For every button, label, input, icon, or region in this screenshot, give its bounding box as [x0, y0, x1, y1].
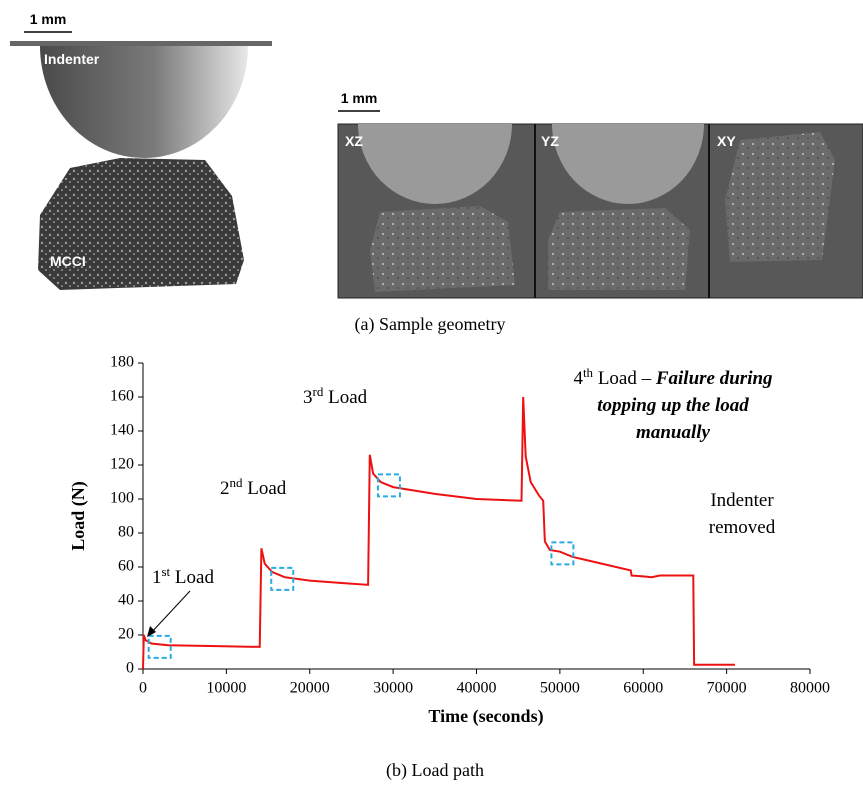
x-tick-label: 40000 — [457, 680, 497, 697]
scale-label: 1 mm — [30, 11, 67, 27]
x-axis-title: Time (seconds) — [428, 706, 543, 727]
annotation: 4th Load – Failure during — [573, 365, 772, 390]
annotation: 1st Load — [152, 564, 214, 589]
x-tick-label: 80000 — [790, 680, 830, 697]
annotation-part: Indenter — [710, 490, 774, 511]
annotation: removed — [709, 517, 776, 538]
annotation-part: rd — [313, 384, 324, 399]
view-label: XY — [717, 133, 736, 149]
annotation-part: Failure during — [655, 368, 773, 389]
sample-slice — [725, 132, 835, 262]
scale-label: 1 mm — [341, 90, 378, 106]
annotation-part: Load — [170, 567, 214, 588]
caption: (a) Sample geometry — [355, 314, 506, 335]
annotation: 3rd Load — [303, 384, 368, 409]
view-label: YZ — [541, 133, 559, 149]
view-label: XZ — [345, 133, 363, 149]
annotation-part: 4 — [573, 368, 583, 389]
x-tick-label: 20000 — [290, 680, 330, 697]
figure: 1 mm Indenter MCCI 1 mm XZ YZ XY (a) Sam… — [0, 0, 863, 785]
highlight-box — [149, 636, 171, 658]
annotation-part: Load – — [593, 368, 656, 389]
indenter-plate — [10, 41, 272, 46]
x-tick-label: 60000 — [623, 680, 663, 697]
annotation: manually — [636, 422, 710, 443]
y-tick-label: 120 — [110, 456, 134, 473]
y-axis-title: Load (N) — [68, 481, 89, 551]
annotation-part: nd — [230, 475, 244, 490]
caption: (b) Load path — [386, 760, 484, 781]
y-tick-label: 80 — [118, 524, 134, 541]
sample-label: MCCI — [50, 253, 86, 269]
y-tick-label: 0 — [126, 660, 134, 677]
y-tick-label: 100 — [110, 490, 134, 507]
sample-slice — [548, 208, 690, 290]
sample-slice — [370, 206, 515, 292]
y-tick-label: 160 — [110, 388, 134, 405]
annotation-part: manually — [636, 422, 710, 443]
sample — [38, 158, 244, 290]
ct-slices: 1 mm XZ YZ XY — [338, 90, 863, 298]
x-tick-label: 70000 — [707, 680, 747, 697]
y-tick-label: 60 — [118, 558, 134, 575]
annotation: 2nd Load — [220, 475, 287, 500]
annotation-part: th — [583, 365, 594, 380]
annotation-part: topping up the load — [597, 395, 749, 416]
y-tick-label: 180 — [110, 354, 134, 371]
indenter-label: Indenter — [44, 51, 100, 67]
annotation-part: Load — [323, 387, 367, 408]
y-tick-label: 40 — [118, 592, 134, 609]
x-tick-label: 0 — [139, 680, 147, 697]
y-tick-label: 20 — [118, 626, 134, 643]
annotation: Indenter — [710, 490, 774, 511]
x-tick-label: 30000 — [373, 680, 413, 697]
y-tick-label: 140 — [110, 422, 134, 439]
sample-render: 1 mm Indenter MCCI — [10, 11, 272, 290]
annotation-part: removed — [709, 517, 776, 538]
x-tick-label: 50000 — [540, 680, 580, 697]
arrow — [150, 591, 190, 634]
annotation: topping up the load — [597, 395, 749, 416]
annotation-part: 3 — [303, 387, 313, 408]
annotation-part: 1 — [152, 567, 162, 588]
annotation-part: Load — [243, 478, 287, 499]
x-tick-label: 10000 — [206, 680, 246, 697]
annotation-part: 2 — [220, 478, 230, 499]
